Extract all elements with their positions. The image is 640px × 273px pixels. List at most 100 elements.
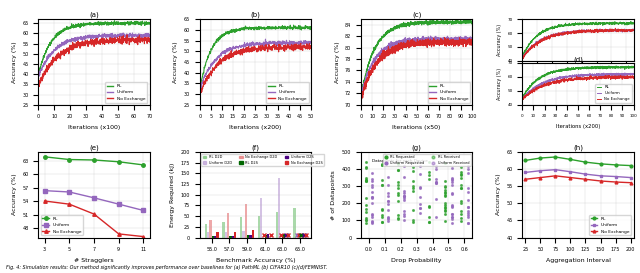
Point [392, 168, 403, 173]
Y-axis label: Accuracy (%): Accuracy (%) [12, 174, 17, 215]
Point [376, 182, 387, 187]
Point [399, 191, 409, 195]
Point [361, 203, 371, 207]
Bar [258, 216, 260, 238]
Point [447, 205, 457, 209]
No Exchange [616, 74, 624, 77]
Point [367, 200, 377, 205]
Point [383, 183, 393, 187]
Uniform [600, 71, 607, 75]
No Exchange [605, 75, 613, 78]
Bar [247, 235, 250, 238]
Point [408, 219, 419, 224]
X-axis label: Iterations (x200): Iterations (x200) [229, 125, 282, 130]
Uniform [566, 170, 574, 173]
Point [383, 215, 393, 219]
Bar [276, 212, 278, 238]
No Exchange [530, 88, 538, 91]
Uniform [522, 171, 529, 174]
Point [456, 173, 467, 177]
Point [456, 172, 467, 176]
Point [361, 176, 371, 180]
Line: RL: RL [522, 66, 634, 98]
Point [367, 219, 377, 223]
Point [361, 166, 371, 170]
Point [424, 204, 435, 209]
Point [415, 194, 425, 199]
Point [456, 186, 467, 191]
No Exchange [612, 180, 620, 184]
Bar [205, 224, 207, 238]
Point [431, 215, 441, 219]
Point [447, 178, 457, 182]
Point [431, 181, 441, 185]
Y-axis label: Accuracy (%): Accuracy (%) [497, 24, 502, 56]
Point [392, 185, 403, 190]
Point [424, 220, 435, 224]
Point [361, 218, 371, 222]
Bar [209, 219, 212, 238]
Point [462, 205, 472, 209]
Legend: RL, Uniform, No Exchange: RL, Uniform, No Exchange [589, 215, 632, 235]
Point [361, 221, 371, 225]
Uniform [90, 196, 98, 200]
Point [361, 160, 371, 164]
RL [612, 163, 620, 167]
RL [519, 97, 527, 100]
Bar [252, 230, 254, 238]
X-axis label: # Stragglers: # Stragglers [74, 258, 114, 263]
Bar [223, 222, 225, 238]
Text: Fig. 4: Simulation results: Our method significantly improves performance over b: Fig. 4: Simulation results: Our method s… [6, 265, 328, 270]
Point [456, 170, 467, 174]
No Exchange [518, 98, 526, 102]
Point [456, 212, 467, 216]
Point [376, 178, 387, 182]
Legend: RL, Uniform, No Exchange: RL, Uniform, No Exchange [595, 84, 632, 103]
Point [376, 213, 387, 217]
Legend: RL Requested, Uniform Requested, RL Received, Uniform Received: RL Requested, Uniform Requested, RL Rece… [383, 154, 470, 166]
Point [424, 170, 435, 174]
Uniform [140, 209, 147, 212]
Point [431, 164, 441, 168]
Point [383, 219, 393, 224]
Bar [229, 236, 232, 238]
Point [367, 183, 377, 187]
No Exchange [552, 174, 559, 177]
Point [415, 164, 425, 169]
Point [361, 210, 371, 214]
No Exchange [563, 78, 571, 82]
Point [383, 175, 393, 179]
Point [440, 208, 451, 213]
No Exchange [582, 178, 589, 181]
Point [408, 165, 419, 169]
Line: No Exchange: No Exchange [522, 75, 634, 100]
No Exchange [65, 203, 73, 206]
Point [399, 194, 409, 199]
Point [456, 183, 467, 188]
Bar [282, 234, 285, 238]
Point [408, 184, 419, 188]
Point [431, 167, 441, 171]
RL [566, 158, 574, 161]
Legend: RL, Uniform, No Exchange: RL, Uniform, No Exchange [266, 82, 308, 103]
Bar [214, 236, 216, 238]
Point [440, 205, 451, 210]
Point [431, 177, 441, 182]
Point [383, 217, 393, 221]
Point [462, 221, 472, 225]
Point [431, 197, 441, 202]
Point [447, 217, 457, 221]
No Exchange [41, 199, 49, 203]
Point [399, 194, 409, 198]
Y-axis label: Accuracy (%): Accuracy (%) [12, 41, 17, 83]
Point [367, 215, 377, 219]
Point [399, 189, 409, 194]
Point [424, 220, 435, 224]
RL [582, 161, 589, 164]
Point [392, 215, 403, 220]
Uniform [552, 168, 559, 171]
Point [383, 199, 393, 203]
Title: (a): (a) [89, 11, 99, 18]
Point [456, 209, 467, 213]
RL [522, 159, 529, 162]
